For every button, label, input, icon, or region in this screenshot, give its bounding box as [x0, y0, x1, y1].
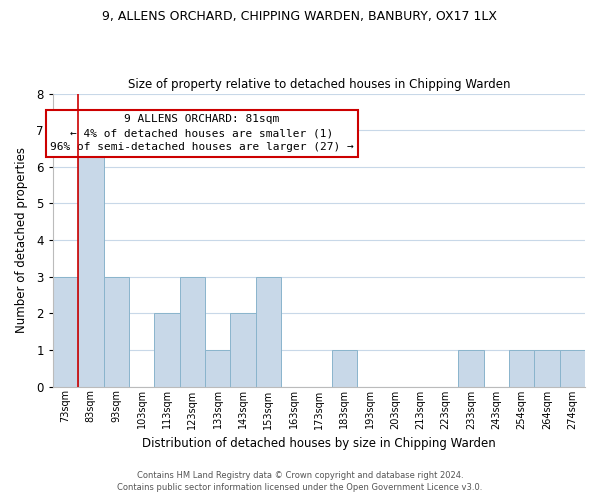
Bar — [205, 350, 230, 387]
Bar — [560, 350, 585, 387]
Bar — [509, 350, 535, 387]
Bar — [78, 130, 104, 386]
Bar — [535, 350, 560, 387]
X-axis label: Distribution of detached houses by size in Chipping Warden: Distribution of detached houses by size … — [142, 437, 496, 450]
Bar — [332, 350, 357, 387]
Text: 9, ALLENS ORCHARD, CHIPPING WARDEN, BANBURY, OX17 1LX: 9, ALLENS ORCHARD, CHIPPING WARDEN, BANB… — [103, 10, 497, 23]
Text: 9 ALLENS ORCHARD: 81sqm
← 4% of detached houses are smaller (1)
96% of semi-deta: 9 ALLENS ORCHARD: 81sqm ← 4% of detached… — [50, 114, 354, 152]
Y-axis label: Number of detached properties: Number of detached properties — [15, 147, 28, 333]
Bar — [256, 276, 281, 386]
Bar — [104, 276, 129, 386]
Bar — [230, 314, 256, 386]
Bar — [179, 276, 205, 386]
Bar — [154, 314, 179, 386]
Bar — [458, 350, 484, 387]
Bar — [53, 276, 78, 386]
Title: Size of property relative to detached houses in Chipping Warden: Size of property relative to detached ho… — [128, 78, 510, 91]
Text: Contains HM Land Registry data © Crown copyright and database right 2024.
Contai: Contains HM Land Registry data © Crown c… — [118, 471, 482, 492]
